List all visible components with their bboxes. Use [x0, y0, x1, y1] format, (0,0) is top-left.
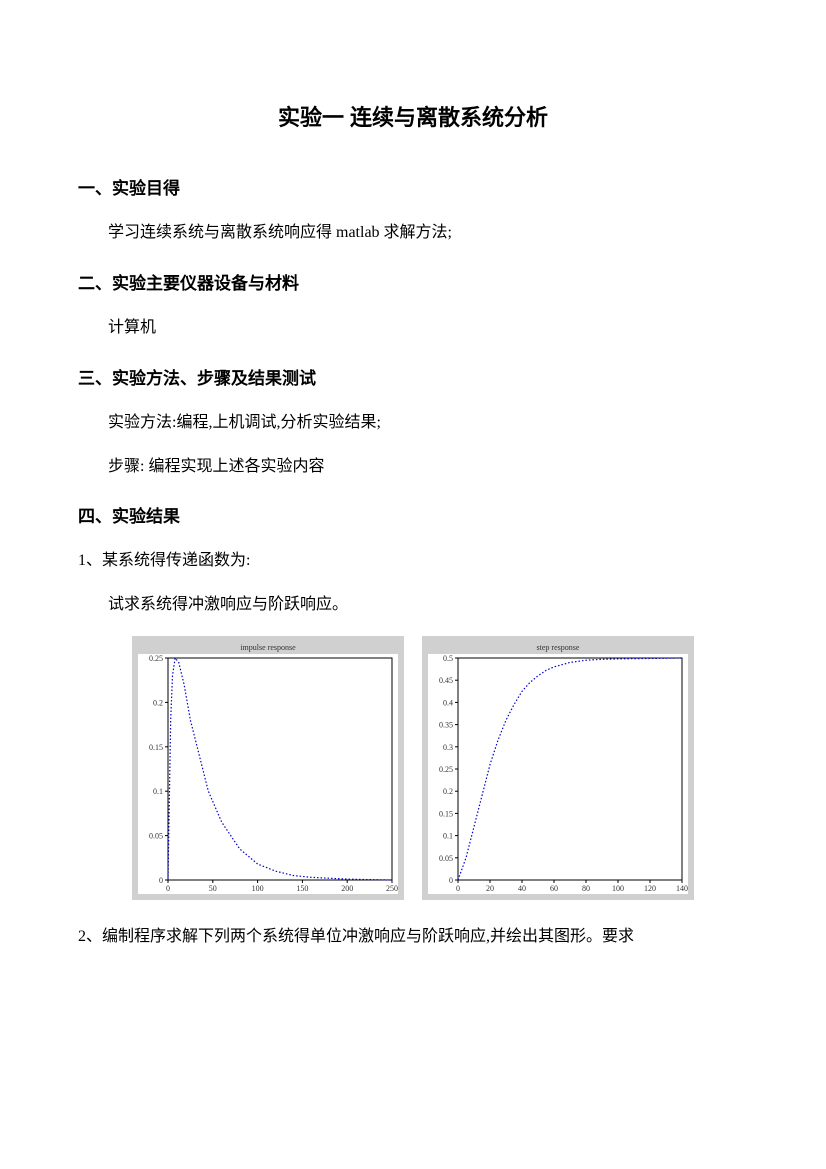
svg-text:100: 100: [252, 884, 264, 893]
svg-text:0.45: 0.45: [439, 676, 453, 685]
svg-text:0.2: 0.2: [443, 787, 453, 796]
svg-text:150: 150: [296, 884, 308, 893]
svg-text:0.15: 0.15: [439, 809, 453, 818]
chart2-frame: step response 0 20 40 60 80 100 120 140 0 0.05 0.1…: [422, 636, 694, 900]
svg-text:80: 80: [582, 884, 590, 893]
chart1-plot: 0 50 100 150 200 250 0 0.05 0.1 0.15 0.2 0.25: [138, 654, 398, 894]
page-title: 实验一 连续与离散系统分析: [78, 100, 748, 135]
section4-heading: 四、实验结果: [78, 503, 748, 530]
chart1-frame: impulse response 0 50 100 150 200 250 0 0.05 0.1…: [132, 636, 404, 900]
svg-text:0.05: 0.05: [439, 853, 453, 862]
svg-text:100: 100: [612, 884, 624, 893]
svg-text:120: 120: [644, 884, 656, 893]
svg-text:0.15: 0.15: [149, 742, 163, 751]
charts-row: impulse response 05010015020025000.050.1…: [78, 636, 748, 900]
svg-text:140: 140: [676, 884, 688, 893]
section2-body: 计算机: [108, 315, 748, 341]
svg-text:0.5: 0.5: [443, 654, 453, 663]
svg-text:0: 0: [449, 876, 453, 885]
svg-text:0.05: 0.05: [149, 831, 163, 840]
section3-body-a: 实验方法:编程,上机调试,分析实验结果;: [108, 410, 748, 436]
section1-body: 学习连续系统与离散系统响应得 matlab 求解方法;: [108, 220, 748, 246]
svg-text:0.25: 0.25: [149, 654, 163, 663]
svg-text:0.1: 0.1: [443, 831, 453, 840]
chart1-title: impulse response: [138, 642, 398, 652]
svg-text:0.3: 0.3: [443, 742, 453, 751]
section3-heading: 三、实验方法、步骤及结果测试: [78, 365, 748, 392]
svg-text:60: 60: [550, 884, 558, 893]
svg-text:20: 20: [486, 884, 494, 893]
chart2-plot: 0 20 40 60 80 100 120 140 0 0.05 0.1 0.15 0.2 0.25 0.3…: [428, 654, 688, 894]
svg-text:40: 40: [518, 884, 526, 893]
svg-text:0: 0: [159, 876, 163, 885]
section4-q1-b: 试求系统得冲激响应与阶跃响应。: [108, 592, 748, 618]
svg-text:50: 50: [209, 884, 217, 893]
chart2-title: step response: [428, 642, 688, 652]
svg-text:200: 200: [341, 884, 353, 893]
svg-text:0.2: 0.2: [153, 698, 163, 707]
svg-text:250: 250: [386, 884, 398, 893]
svg-text:0: 0: [166, 884, 170, 893]
section4-q1: 1、某系统得传递函数为:: [78, 548, 748, 574]
svg-text:0: 0: [456, 884, 460, 893]
svg-text:0.25: 0.25: [439, 765, 453, 774]
section1-heading: 一、实验目得: [78, 175, 748, 202]
section3-body-b: 步骤: 编程实现上述各实验内容: [108, 454, 748, 480]
svg-text:0.1: 0.1: [153, 787, 163, 796]
svg-text:0.4: 0.4: [443, 698, 453, 707]
section4-q2: 2、编制程序求解下列两个系统得单位冲激响应与阶跃响应,并绘出其图形。要求: [78, 924, 748, 950]
svg-text:0.35: 0.35: [439, 720, 453, 729]
section2-heading: 二、实验主要仪器设备与材料: [78, 270, 748, 297]
